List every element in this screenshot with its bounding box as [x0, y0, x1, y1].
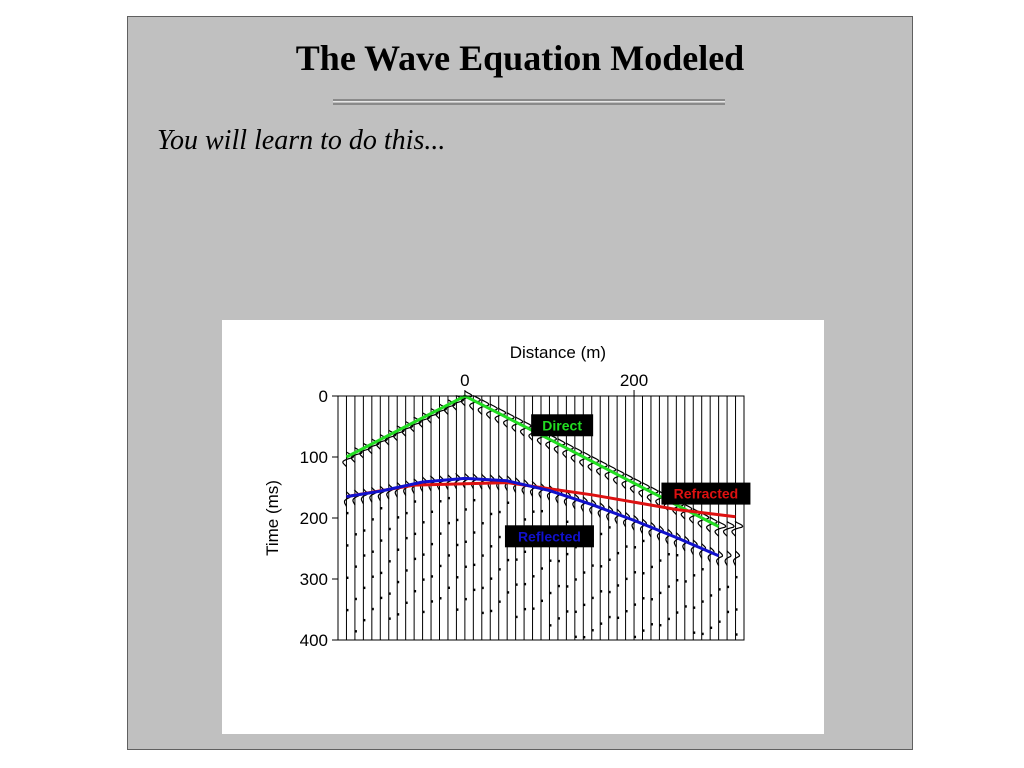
slide-subtitle: You will learn to do this...: [157, 125, 446, 156]
trace-wiggle: [731, 521, 744, 566]
trace-wiggle: [426, 408, 439, 492]
y-axis-label: Time (ms): [263, 480, 282, 556]
annotation-group: Direct Refracted Reflected: [504, 414, 751, 548]
trace-wiggle: [418, 412, 431, 493]
slide: The Wave Equation Modeled You will learn…: [127, 16, 913, 750]
series-reflected-line: [346, 476, 720, 558]
annotation-reflected-label: Reflected: [518, 528, 581, 544]
y-tick-label: 400: [300, 631, 328, 650]
y-tick-label: 200: [300, 509, 328, 528]
annotation-box: [504, 525, 594, 548]
tick-group: 0 100 200 300 400 0 200: [300, 371, 649, 650]
seismogram-figure: 0 100 200 300 400 0 200 Distance (m) Time (ms)…: [222, 320, 824, 734]
trace-wiggle: [376, 434, 389, 502]
y-tick-label: 300: [300, 570, 328, 589]
series-group: [345, 394, 736, 558]
x-tick-label: 0: [460, 371, 469, 390]
trace-wiggle: [452, 394, 465, 490]
slide-title: The Wave Equation Modeled: [295, 38, 745, 78]
trace-wiggle: [359, 442, 372, 504]
trace-wiggle: [435, 403, 448, 491]
title-divider: [333, 99, 725, 105]
annotation-box: [531, 414, 594, 437]
trace-wiggle: [502, 412, 515, 491]
trace-wiggle: [722, 521, 735, 566]
trace-wiggle: [714, 521, 727, 566]
trace-wiggle: [443, 399, 456, 490]
x-axis-label: Distance (m): [510, 343, 606, 362]
annotation-direct-label: Direct: [542, 417, 582, 433]
seismogram-chart: 0 100 200 300 400 0 200 Distance (m) Time (ms)…: [263, 343, 751, 650]
y-tick-label: 100: [300, 448, 328, 467]
trace-wiggle: [494, 407, 507, 491]
series-direct-line: [345, 394, 720, 528]
x-tick-label: 200: [620, 371, 648, 390]
annotation-refracted-label: Refracted: [674, 486, 739, 502]
trace-wiggle: [342, 451, 355, 507]
annotation-box: [661, 482, 751, 505]
y-tick-label: 0: [319, 387, 328, 406]
